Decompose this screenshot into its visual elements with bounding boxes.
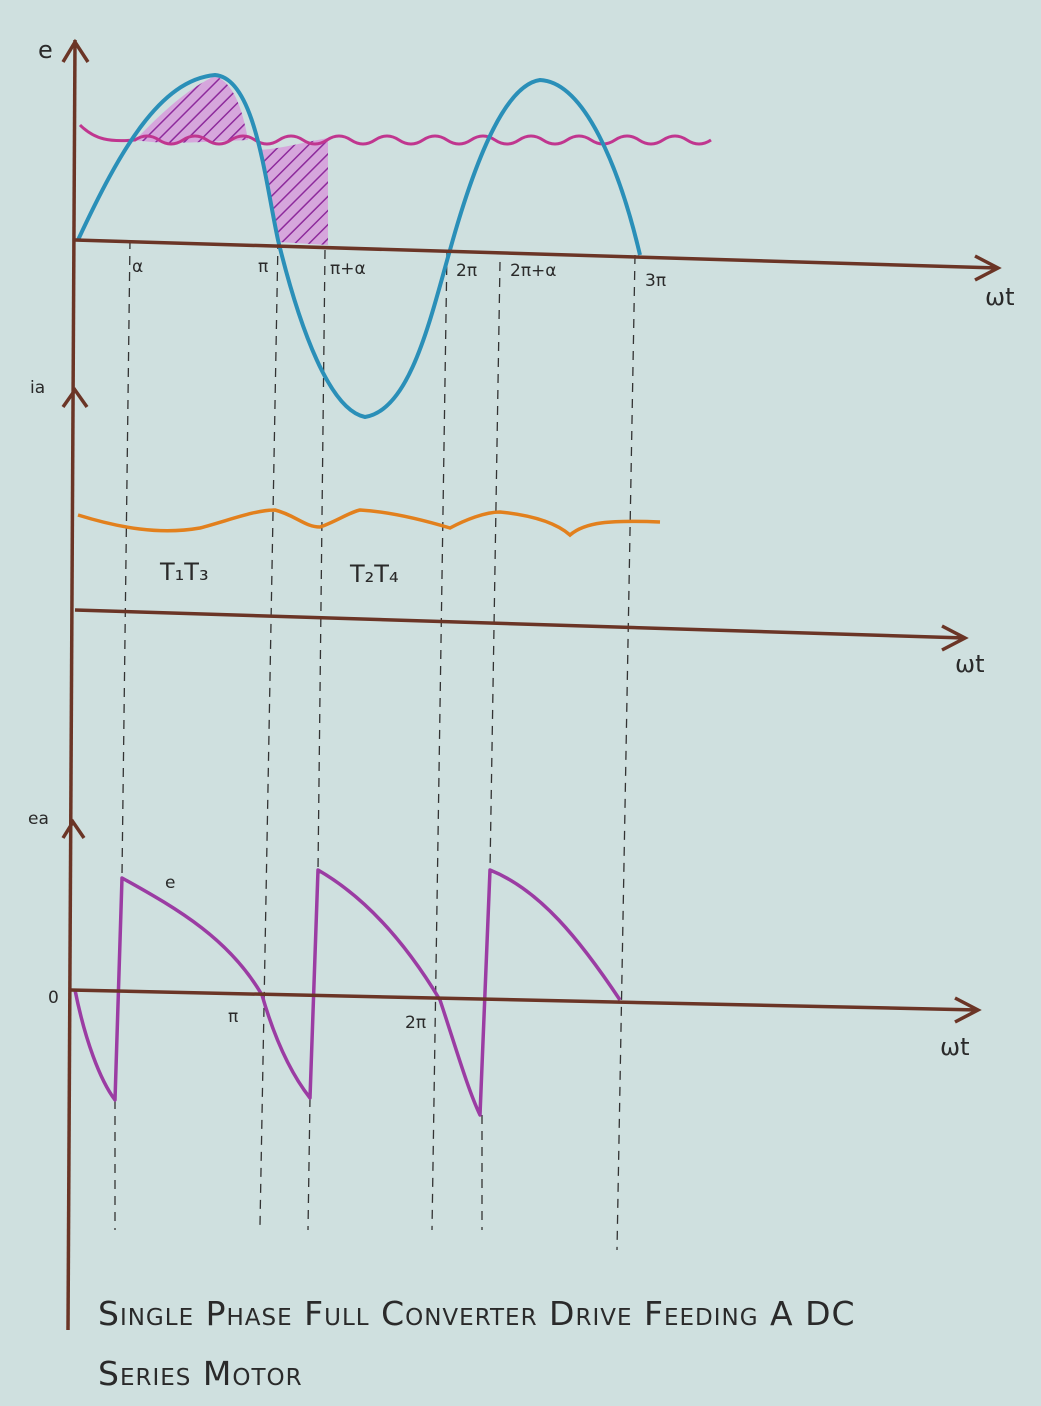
arrow	[61, 818, 86, 839]
hatched-area	[135, 76, 248, 143]
x-label: ωt	[940, 1033, 970, 1061]
hatched-area	[260, 138, 328, 245]
arrow	[61, 386, 89, 409]
tick-label: 2π	[405, 1013, 426, 1033]
armature-current	[77, 508, 661, 538]
x-label: ωt	[955, 650, 985, 678]
tick-label: 3π	[645, 271, 666, 291]
tick-label: π+α	[330, 259, 366, 279]
armature-voltage	[73, 868, 622, 1117]
tick-label: π	[258, 257, 268, 277]
arrow	[974, 254, 1002, 282]
arrow	[954, 996, 982, 1024]
conduction-label: T₂T₄	[349, 560, 399, 588]
y-label: ea	[28, 809, 49, 829]
arrow	[941, 624, 969, 652]
x-label: ωt	[985, 283, 1015, 311]
curve-label: e	[165, 873, 175, 893]
tick-label: 2π+α	[510, 261, 557, 281]
supply-voltage	[76, 72, 642, 420]
tick-label: α	[132, 257, 143, 277]
y-label: ia	[30, 378, 45, 398]
tick-label: π	[228, 1007, 238, 1027]
caption: Series Motor	[98, 1354, 303, 1393]
dc-level	[78, 123, 712, 146]
conduction-label: T₁T₃	[159, 558, 209, 586]
guide-lines	[114, 239, 636, 1251]
tick-label: 2π	[456, 261, 477, 281]
x-axis	[69, 988, 979, 1012]
arrow	[61, 38, 90, 63]
caption: Single Phase Full Converter Drive Feedin…	[98, 1294, 856, 1333]
y-axis	[66, 39, 77, 1331]
y-label: e	[38, 36, 53, 64]
x-axis	[74, 238, 999, 270]
origin-label: 0	[48, 988, 59, 1008]
x-axis	[74, 608, 966, 640]
